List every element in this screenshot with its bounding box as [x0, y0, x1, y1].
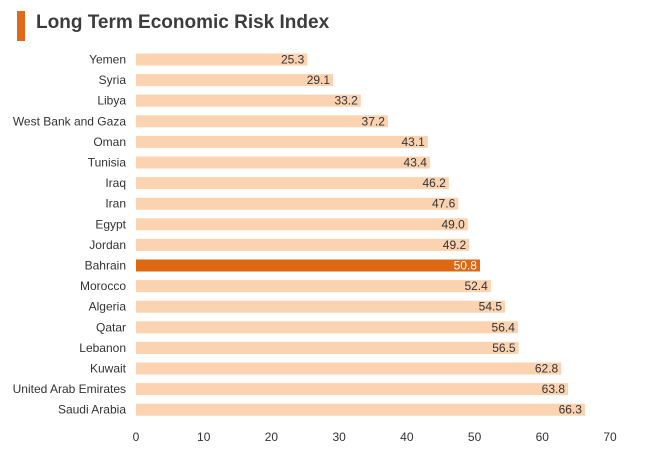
- category-label: Lebanon: [79, 341, 126, 355]
- category-label: Libya: [97, 94, 126, 108]
- bar: [136, 362, 562, 375]
- bar: [136, 53, 308, 66]
- bar: [136, 321, 518, 334]
- category-label: Tunisia: [88, 156, 127, 170]
- x-tick-label: 40: [400, 430, 414, 444]
- bar: [136, 218, 468, 231]
- value-label: 63.8: [542, 382, 566, 396]
- category-label: Qatar: [96, 320, 126, 334]
- value-label: 49.2: [443, 238, 467, 252]
- category-label: Algeria: [89, 300, 127, 314]
- value-label: 46.2: [422, 176, 446, 190]
- value-label: 66.3: [559, 403, 583, 417]
- bar: [136, 115, 388, 128]
- x-tick-label: 10: [197, 430, 211, 444]
- value-label: 43.4: [404, 156, 428, 170]
- value-label: 33.2: [334, 94, 358, 108]
- value-label: 62.8: [535, 362, 559, 376]
- value-label: 56.5: [492, 341, 516, 355]
- bar-highlighted: [136, 259, 480, 272]
- bar: [136, 74, 334, 87]
- value-label: 49.0: [441, 217, 465, 231]
- category-label: Kuwait: [90, 362, 127, 376]
- bar: [136, 280, 491, 293]
- value-label: 37.2: [362, 114, 386, 128]
- category-label: West Bank and Gaza: [13, 114, 127, 128]
- bar: [136, 156, 430, 169]
- bar: [136, 94, 361, 107]
- bar: [136, 341, 519, 354]
- title-accent-bar: [17, 11, 25, 41]
- category-label: Saudi Arabia: [58, 403, 126, 417]
- value-label: 54.5: [479, 300, 503, 314]
- category-label: Egypt: [95, 217, 126, 231]
- value-label: 29.1: [307, 73, 331, 87]
- x-tick-label: 20: [265, 430, 279, 444]
- x-tick-label: 60: [536, 430, 550, 444]
- bar: [136, 177, 449, 190]
- bar: [136, 238, 470, 251]
- category-label: Syria: [99, 73, 127, 87]
- category-label: Iraq: [105, 176, 126, 190]
- bar: [136, 300, 506, 313]
- bar: [136, 197, 459, 210]
- x-tick-label: 30: [332, 430, 346, 444]
- category-label: Oman: [93, 135, 126, 149]
- bar: [136, 403, 585, 416]
- x-tick-label: 0: [133, 430, 140, 444]
- value-label: 43.1: [401, 135, 425, 149]
- bar: [136, 383, 569, 396]
- category-label: Iran: [105, 197, 126, 211]
- category-label: Yemen: [89, 53, 126, 67]
- bar: [136, 135, 428, 148]
- value-label: 56.4: [492, 320, 516, 334]
- category-label: Bahrain: [85, 259, 126, 273]
- category-label: Morocco: [80, 279, 126, 293]
- value-label: 52.4: [464, 279, 488, 293]
- category-label: Jordan: [89, 238, 126, 252]
- value-label: 25.3: [281, 53, 305, 67]
- x-tick-label: 50: [468, 430, 482, 444]
- chart-title: Long Term Economic Risk Index: [36, 12, 330, 33]
- value-label: 47.6: [432, 197, 456, 211]
- x-tick-label: 70: [603, 430, 617, 444]
- category-label: United Arab Emirates: [13, 382, 126, 396]
- value-label: 50.8: [454, 259, 478, 273]
